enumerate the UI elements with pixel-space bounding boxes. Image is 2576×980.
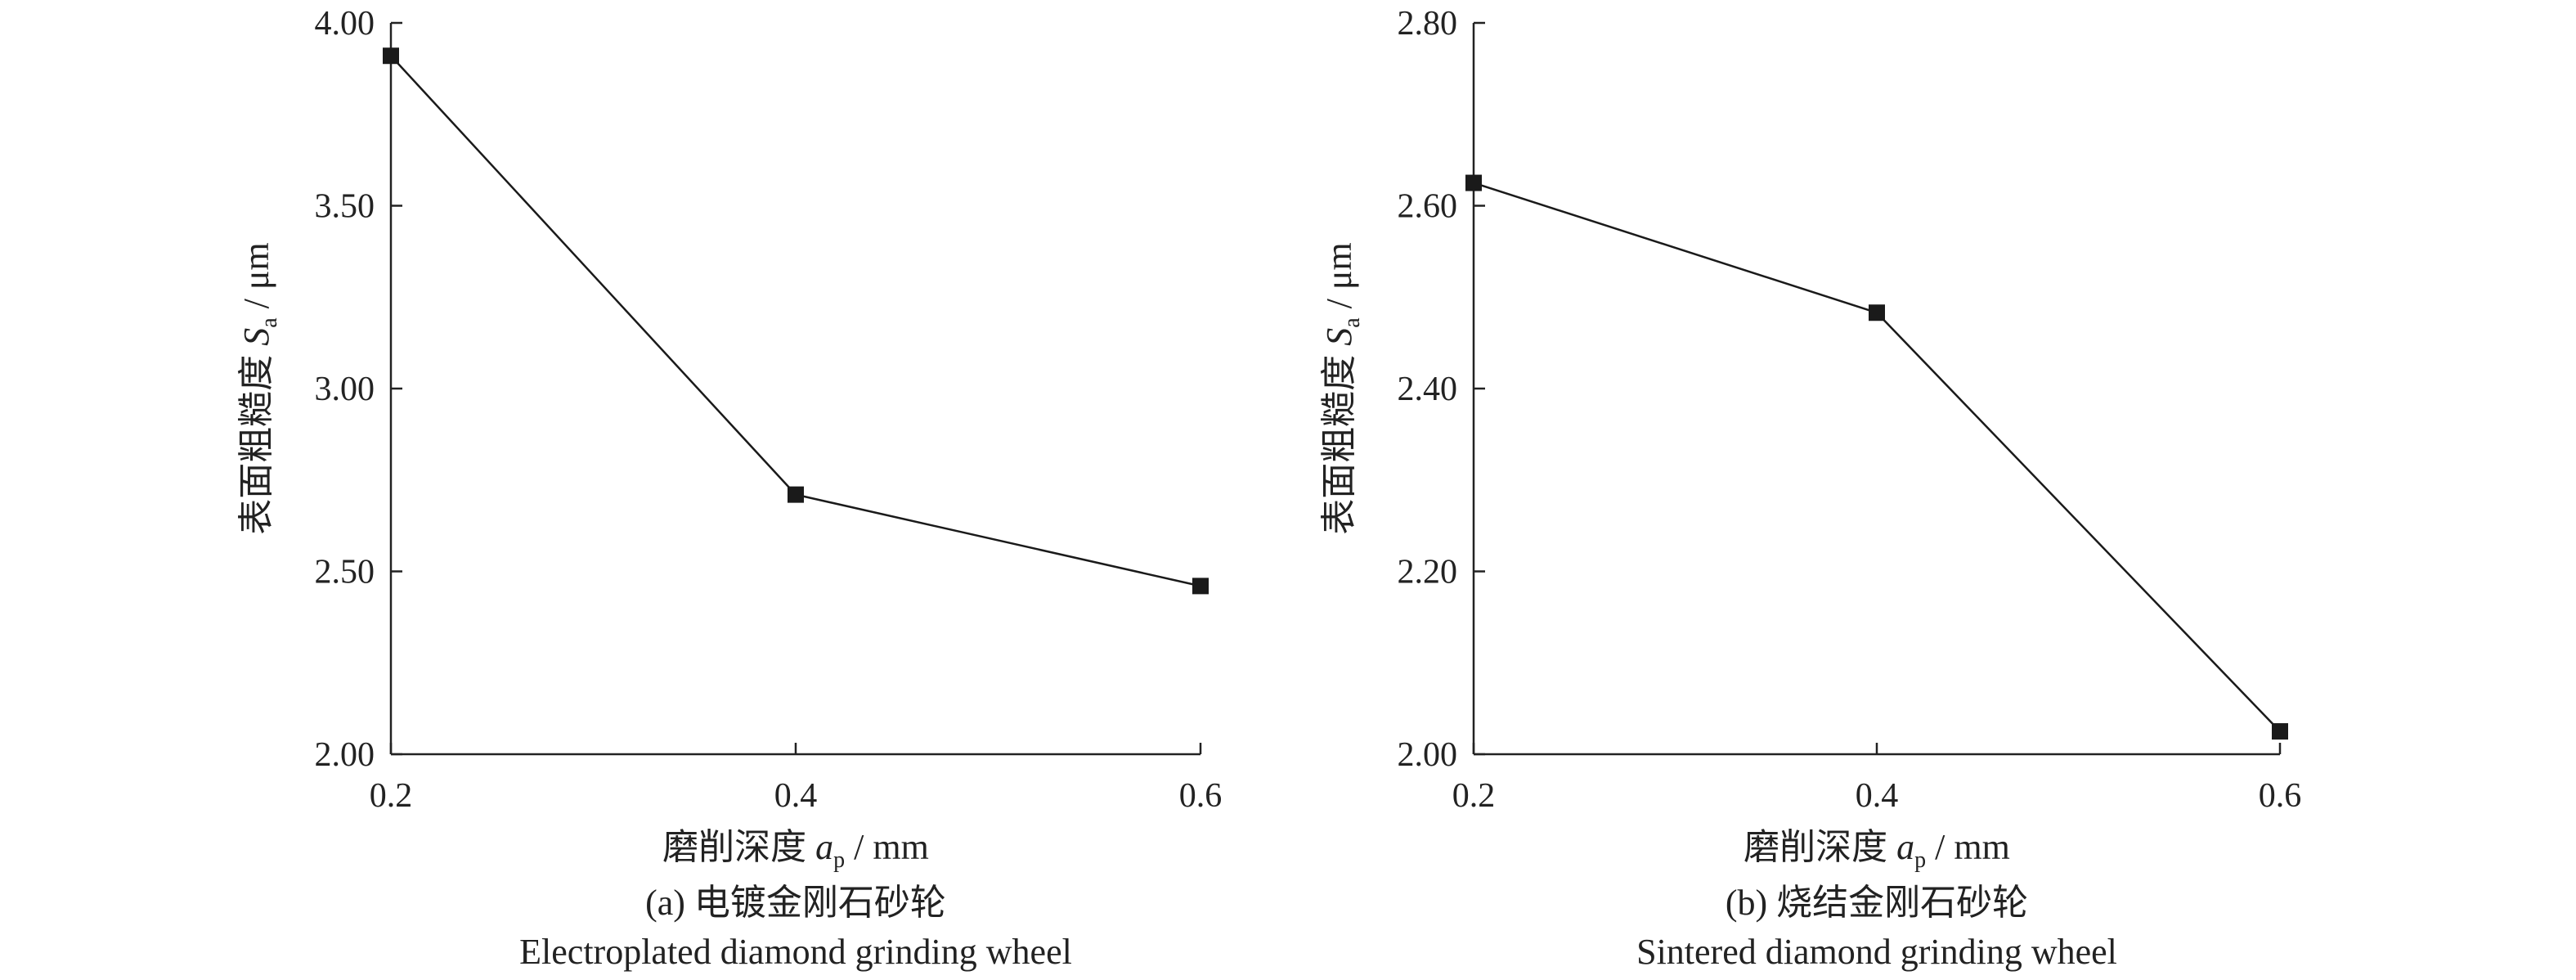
data-point-marker bbox=[2272, 723, 2288, 740]
y-axis-title: 表面粗糙度 Sa / μm bbox=[1319, 242, 1365, 534]
x-tick-label: 0.2 bbox=[370, 777, 413, 815]
x-tick-label: 0.4 bbox=[774, 777, 818, 815]
data-point-marker bbox=[383, 47, 399, 65]
y-tick-label: 4.00 bbox=[315, 5, 375, 43]
series-line bbox=[390, 55, 1201, 587]
x-axis-title: 磨削深度 ap / mm bbox=[1744, 827, 2010, 873]
y-tick-label: 2.00 bbox=[1398, 736, 1458, 774]
y-tick-label: 2.40 bbox=[1398, 371, 1458, 408]
y-tick-label: 2.50 bbox=[315, 554, 375, 591]
y-tick-label: 2.00 bbox=[315, 736, 375, 774]
y-tick-label: 2.60 bbox=[1398, 188, 1458, 226]
x-tick-label: 0.2 bbox=[1452, 777, 1496, 815]
x-axis-title: 磨削深度 ap / mm bbox=[662, 827, 929, 873]
caption-chinese: (a) 电镀金刚石砂轮 bbox=[645, 883, 946, 923]
data-point-marker bbox=[1465, 174, 1482, 191]
chart-panel-b: 2.00 2.20 2.40 2.60 2.80 0.2 0.4 0.6 磨削深度 ap / m… bbox=[1319, 5, 2301, 972]
y-tick-label: 3.00 bbox=[315, 371, 375, 408]
caption-english: Electroplated diamond grinding wheel bbox=[519, 932, 1072, 972]
x-tick-label: 0.6 bbox=[2259, 777, 2302, 815]
chart-panel-a: 2.00 2.50 3.00 3.50 4.00 0.2 0.4 0.6 磨削深度 ap / m… bbox=[236, 5, 1222, 972]
caption-english: Sintered diamond grinding wheel bbox=[1636, 932, 2117, 972]
data-point-marker bbox=[1192, 578, 1209, 595]
x-tick-label: 0.4 bbox=[1856, 777, 1899, 815]
x-tick-label: 0.6 bbox=[1179, 777, 1223, 815]
y-axis-title: 表面粗糙度 Sa / μm bbox=[236, 242, 282, 534]
caption-chinese: (b) 烧结金刚石砂轮 bbox=[1726, 883, 2028, 923]
series-line bbox=[1473, 182, 2281, 732]
y-tick-label: 2.80 bbox=[1398, 5, 1458, 43]
y-tick-label: 3.50 bbox=[315, 188, 375, 226]
data-point-marker bbox=[1869, 304, 1885, 321]
data-point-marker bbox=[788, 486, 804, 503]
y-tick-label: 2.20 bbox=[1398, 554, 1458, 591]
